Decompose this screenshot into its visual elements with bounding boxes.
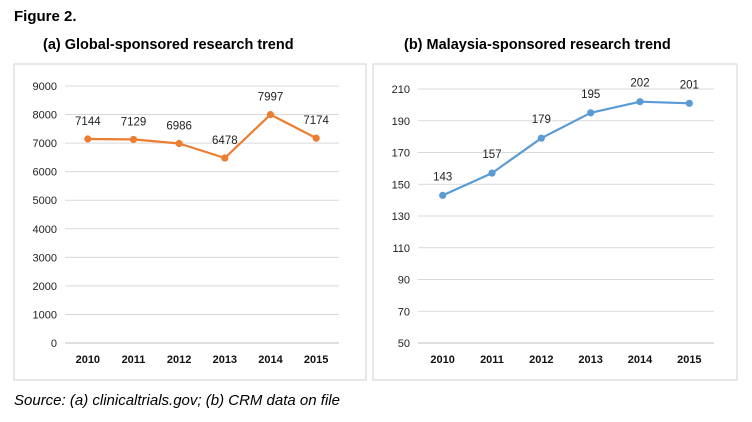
chart-a-xtick-label: 2013	[213, 354, 237, 366]
chart-a-frame	[13, 63, 367, 381]
chart-b-title: (b) Malaysia-sponsored research trend	[404, 37, 671, 53]
chart-a-ytick-label: 5000	[33, 195, 57, 207]
chart-a-xtick-label: 2012	[167, 354, 191, 366]
figure-label: Figure 2.	[14, 8, 77, 25]
chart-a-ytick-label: 4000	[33, 224, 57, 236]
chart-a-series-line	[87, 113, 317, 160]
chart-a-data-point	[312, 134, 320, 142]
chart-a-ytick-label: 1000	[33, 309, 57, 321]
chart-a-data-label: 6478	[212, 135, 238, 147]
chart-a-title: (a) Global-sponsored research trend	[43, 37, 294, 53]
chart-a-xtick-label: 2014	[258, 354, 283, 366]
chart-b-data-label: 179	[532, 114, 551, 126]
chart-a-data-label: 7997	[258, 92, 284, 104]
chart-b-ytick-label: 50	[398, 338, 410, 350]
chart-b-data-label: 202	[630, 78, 649, 90]
chart-a-ytick-label: 2000	[33, 281, 57, 293]
chart-a-xtick-label: 2010	[76, 354, 100, 366]
chart-b-xtick-label: 2010	[430, 354, 454, 366]
chart-a-data-label: 7144	[75, 116, 101, 128]
chart-b-ytick-label: 70	[398, 306, 410, 318]
chart-a-xtick-label: 2011	[122, 354, 146, 366]
chart-a-ytick-label: 3000	[33, 252, 57, 264]
chart-b-data-point	[488, 169, 496, 177]
chart-b-data-label: 143	[433, 171, 452, 183]
chart-a: 0 1000 2000 3000 4000 5000 6000 7000 8000 9000 201…	[13, 63, 367, 381]
chart-a-data-label: 6986	[166, 121, 192, 133]
chart-a-data-point	[221, 154, 229, 162]
chart-b-data-label: 201	[680, 79, 699, 91]
chart-b-data-point	[537, 134, 545, 142]
chart-b-ytick-label: 150	[392, 179, 410, 191]
chart-b-ytick-label: 170	[392, 148, 410, 160]
chart-a-data-point	[84, 135, 92, 143]
chart-a-data-label: 7129	[121, 116, 147, 128]
chart-b-xtick-label: 2013	[578, 354, 602, 366]
chart-b-data-label: 157	[482, 149, 501, 161]
chart-b-xtick-label: 2012	[529, 354, 553, 366]
chart-b-data-point	[587, 109, 595, 117]
chart-b-data-label: 195	[581, 89, 600, 101]
chart-b-ytick-label: 110	[392, 243, 410, 255]
chart-a-data-label: 7174	[303, 115, 329, 127]
chart-b-series-line	[442, 100, 690, 197]
chart-a-ytick-label: 6000	[33, 167, 57, 179]
chart-b-xtick-label: 2014	[628, 354, 653, 366]
chart-b-xtick-label: 2015	[677, 354, 701, 366]
chart-b-ytick-label: 210	[392, 84, 410, 96]
chart-b-data-point	[636, 98, 644, 106]
source-note: Source: (a) clinicaltrials.gov; (b) CRM …	[14, 392, 340, 409]
chart-b-ytick-label: 130	[392, 211, 410, 223]
chart-a-ytick-label: 0	[51, 338, 57, 350]
chart-b-ytick-label: 190	[392, 116, 410, 128]
chart-a-data-point	[266, 111, 275, 119]
chart-a-xtick-label: 2015	[304, 354, 328, 366]
chart-a-ytick-label: 7000	[33, 138, 57, 150]
chart-a-data-point	[175, 139, 183, 148]
chart-a-ytick-label: 9000	[33, 81, 57, 93]
chart-b-xtick-label: 2011	[480, 354, 504, 366]
chart-b: 50 70 90 110 130 150 170 190 210 2010 2011 2012 2013…	[372, 63, 738, 381]
chart-a-data-point	[129, 135, 138, 144]
chart-b-ytick-label: 90	[398, 275, 410, 287]
chart-b-data-point	[439, 191, 447, 199]
chart-b-data-point	[685, 99, 693, 107]
chart-a-ytick-label: 8000	[33, 110, 57, 122]
chart-b-frame	[372, 63, 738, 381]
